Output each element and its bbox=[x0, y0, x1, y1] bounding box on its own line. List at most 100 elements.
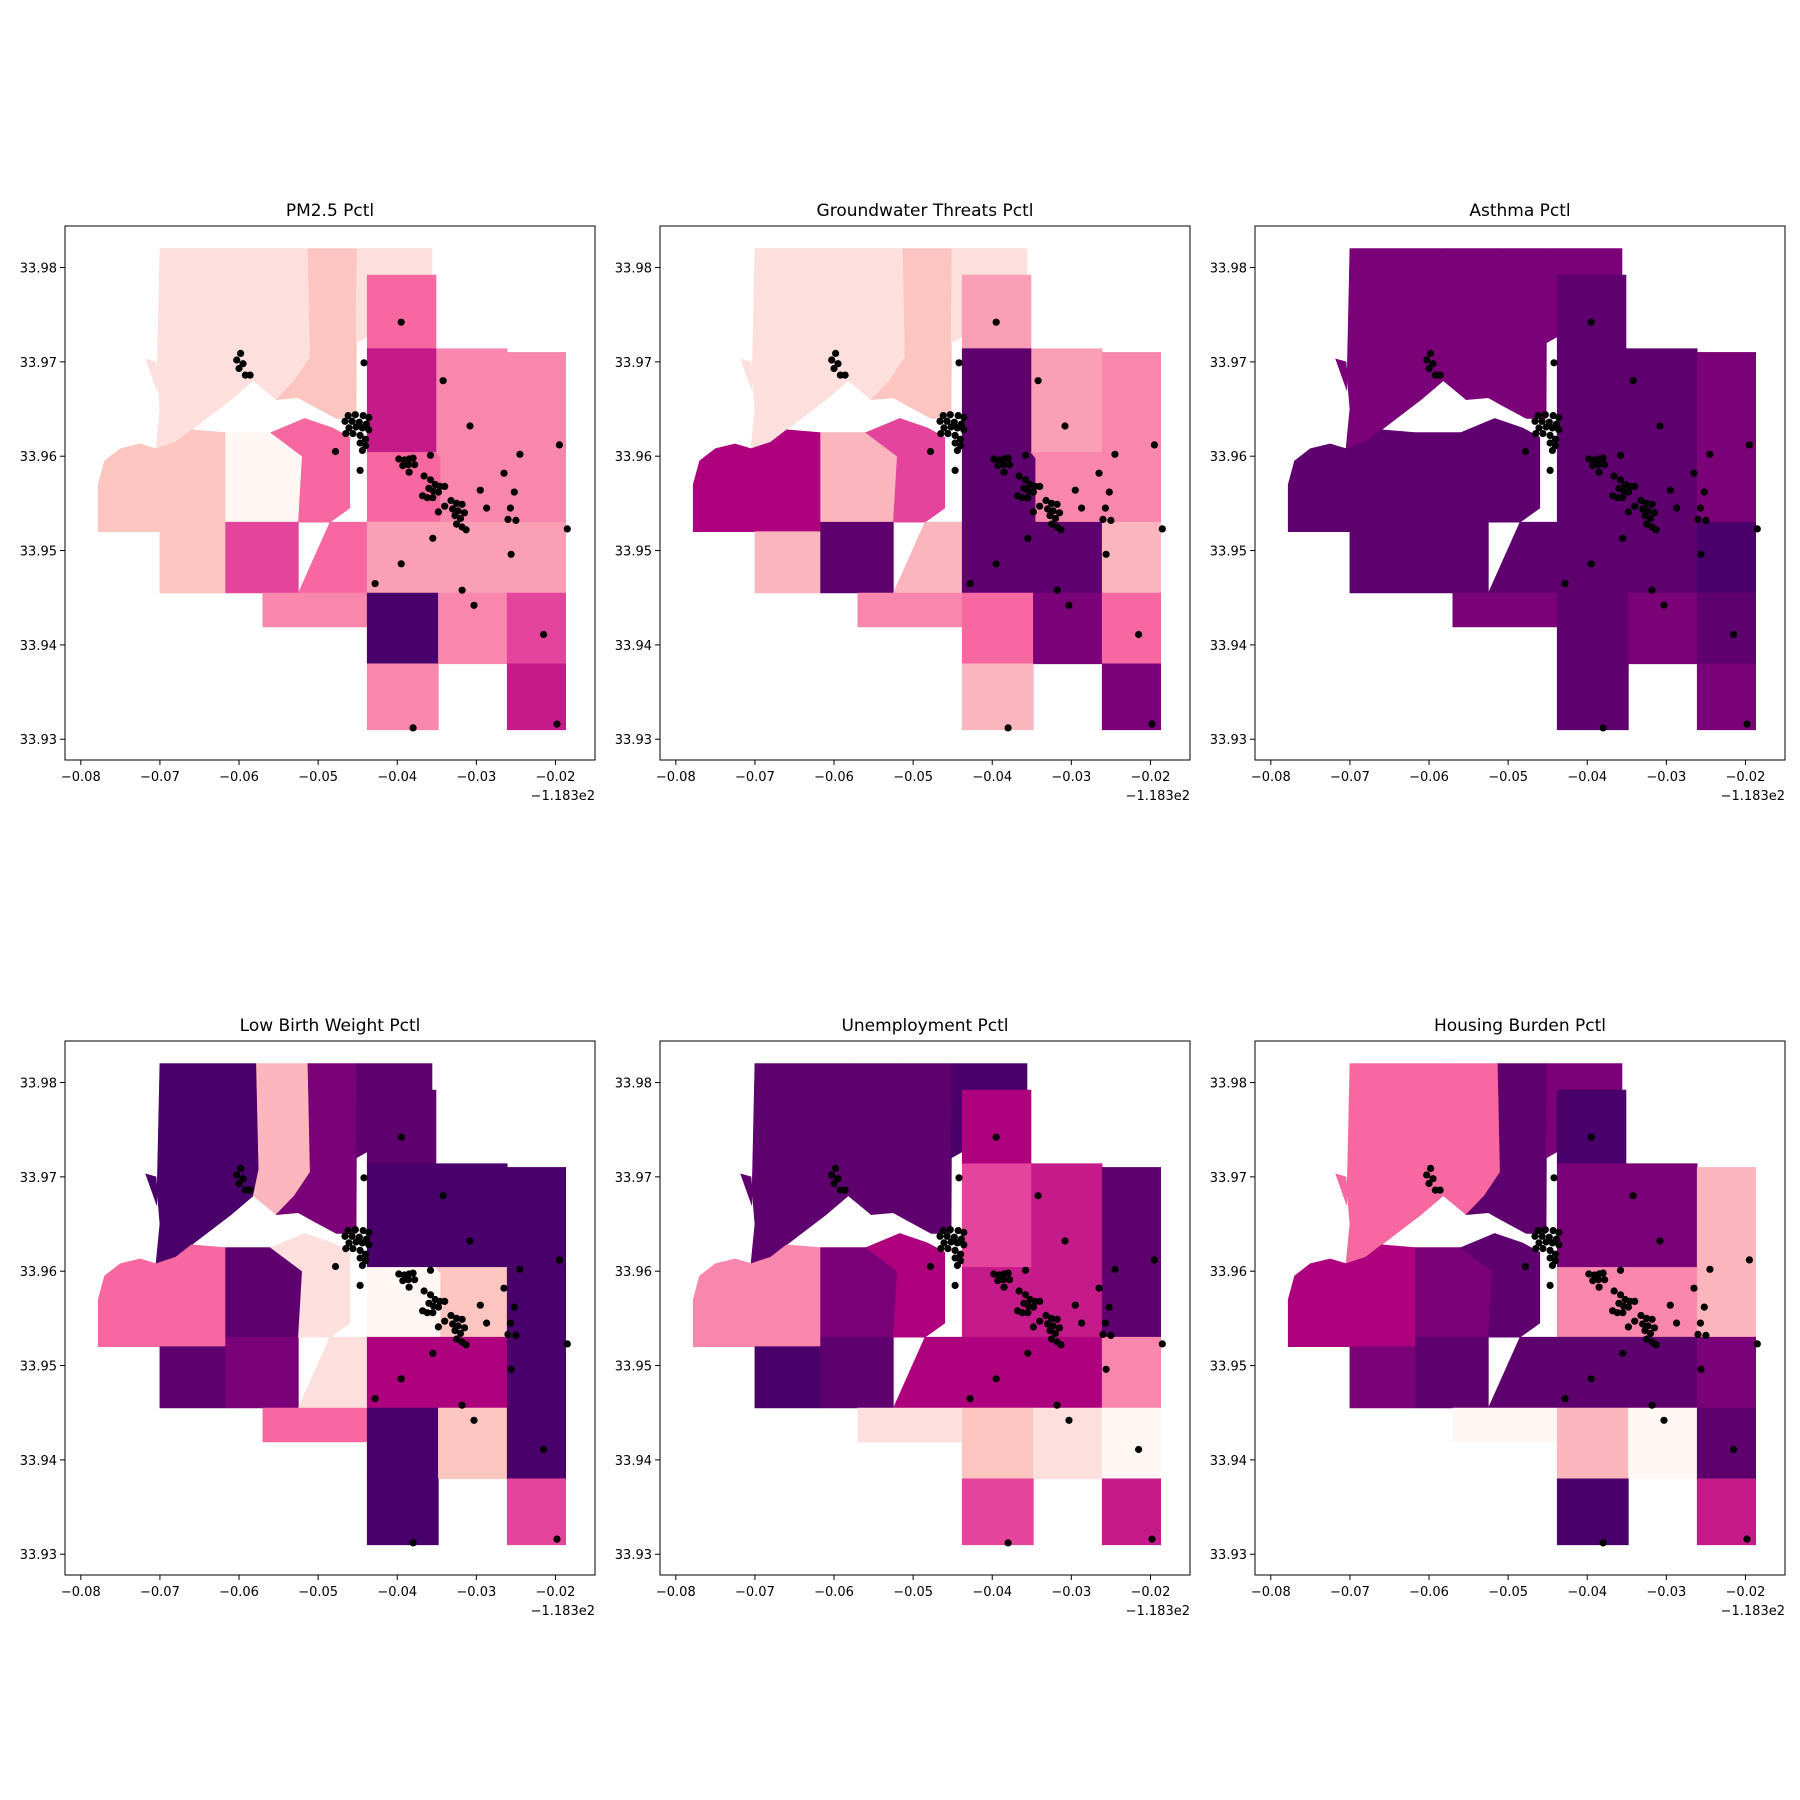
site-marker bbox=[999, 461, 1007, 469]
y-tick-label: 33.95 bbox=[1210, 1360, 1247, 1375]
census-tract bbox=[1030, 1163, 1103, 1268]
census-tract bbox=[1696, 1167, 1756, 1272]
site-marker bbox=[1053, 586, 1061, 594]
site-marker bbox=[540, 630, 548, 639]
site-marker bbox=[992, 318, 1000, 326]
x-tick-label: −0.03 bbox=[456, 770, 496, 785]
site-marker bbox=[1561, 1395, 1569, 1403]
y-tick-label: 33.94 bbox=[20, 639, 57, 654]
site-marker bbox=[504, 515, 512, 524]
site-marker bbox=[349, 430, 357, 438]
site-marker bbox=[992, 560, 1000, 568]
census-tract bbox=[435, 348, 508, 453]
site-marker bbox=[1051, 514, 1060, 523]
site-marker bbox=[1053, 1401, 1061, 1409]
x-tick-label: −0.04 bbox=[972, 1585, 1012, 1600]
site-marker bbox=[1148, 720, 1156, 728]
site-marker bbox=[233, 356, 241, 364]
census-tract bbox=[1101, 1478, 1161, 1546]
census-tract bbox=[366, 348, 437, 453]
site-marker bbox=[397, 318, 405, 326]
site-marker bbox=[1666, 486, 1674, 494]
y-tick-label: 33.98 bbox=[1210, 1077, 1247, 1092]
site-marker bbox=[944, 1245, 952, 1253]
axes-frame bbox=[64, 225, 596, 761]
site-marker bbox=[1107, 516, 1115, 525]
census-tract bbox=[262, 592, 368, 628]
site-marker bbox=[1643, 520, 1651, 528]
site-marker bbox=[1546, 439, 1554, 447]
site-marker bbox=[348, 417, 356, 425]
site-marker bbox=[1029, 1303, 1037, 1311]
axes-frame bbox=[64, 1040, 596, 1576]
site-marker bbox=[1048, 499, 1056, 507]
panel-title: Asthma Pctl bbox=[1469, 201, 1570, 221]
x-tick-label: −0.06 bbox=[219, 770, 259, 785]
census-tract bbox=[1696, 1336, 1756, 1409]
site-marker bbox=[830, 1179, 838, 1188]
census-tract bbox=[1335, 1063, 1450, 1265]
site-marker bbox=[939, 412, 947, 420]
site-marker bbox=[1111, 450, 1119, 458]
census-tract bbox=[961, 1407, 1034, 1480]
site-marker bbox=[1690, 1284, 1698, 1292]
site-marker bbox=[828, 1171, 836, 1179]
site-marker bbox=[237, 1164, 245, 1172]
x-tick-label: −0.07 bbox=[735, 770, 775, 785]
x-tick-label: −0.02 bbox=[536, 770, 576, 785]
site-marker bbox=[405, 468, 413, 476]
x-tick-label: −0.03 bbox=[1646, 770, 1686, 785]
site-marker bbox=[946, 411, 954, 419]
site-marker bbox=[1036, 1317, 1044, 1325]
site-marker bbox=[356, 431, 364, 439]
census-tract bbox=[857, 592, 963, 628]
site-marker bbox=[990, 1270, 998, 1278]
site-marker bbox=[466, 422, 474, 430]
site-marker bbox=[1561, 580, 1569, 588]
site-marker bbox=[1099, 1330, 1107, 1338]
census-tract bbox=[366, 274, 437, 350]
site-marker bbox=[1631, 482, 1639, 490]
site-marker bbox=[1555, 413, 1563, 422]
site-marker bbox=[1648, 1401, 1656, 1409]
panel-title: Housing Burden Pctl bbox=[1434, 1016, 1606, 1036]
site-marker bbox=[441, 1317, 449, 1325]
x-tick-label: −0.05 bbox=[893, 1585, 933, 1600]
site-marker bbox=[1660, 1416, 1668, 1424]
site-marker bbox=[458, 1315, 466, 1323]
site-marker bbox=[1423, 356, 1431, 364]
census-tract bbox=[366, 1336, 508, 1409]
site-marker bbox=[500, 1284, 508, 1292]
site-marker bbox=[1034, 1192, 1042, 1200]
census-tract bbox=[1556, 521, 1698, 594]
census-tract bbox=[262, 1407, 368, 1443]
site-marker bbox=[371, 1395, 379, 1403]
site-marker bbox=[1024, 1309, 1032, 1317]
site-marker bbox=[1666, 1301, 1674, 1309]
site-marker bbox=[360, 359, 368, 367]
x-tick-label: −0.05 bbox=[1488, 770, 1528, 785]
site-marker bbox=[1539, 430, 1547, 438]
site-marker bbox=[1150, 441, 1158, 449]
site-marker bbox=[1673, 1319, 1681, 1327]
census-tract bbox=[1101, 352, 1161, 457]
site-marker bbox=[1548, 1261, 1556, 1270]
site-marker bbox=[344, 1227, 352, 1235]
site-marker bbox=[832, 349, 840, 357]
site-marker bbox=[955, 359, 963, 367]
site-marker bbox=[1029, 508, 1037, 516]
census-tract bbox=[1696, 1478, 1756, 1546]
site-marker bbox=[1696, 504, 1704, 512]
census-tract bbox=[159, 1346, 226, 1409]
site-marker bbox=[365, 413, 373, 422]
x-tick-label: −0.07 bbox=[735, 1585, 775, 1600]
census-tract bbox=[366, 521, 508, 594]
site-marker bbox=[342, 1245, 350, 1253]
site-marker bbox=[358, 1239, 366, 1247]
site-marker bbox=[1702, 1331, 1710, 1339]
census-tract bbox=[1030, 348, 1103, 453]
site-marker bbox=[1057, 1341, 1065, 1349]
x-tick-label: −0.04 bbox=[972, 770, 1012, 785]
site-marker bbox=[1639, 505, 1647, 513]
census-tract bbox=[1556, 348, 1627, 453]
